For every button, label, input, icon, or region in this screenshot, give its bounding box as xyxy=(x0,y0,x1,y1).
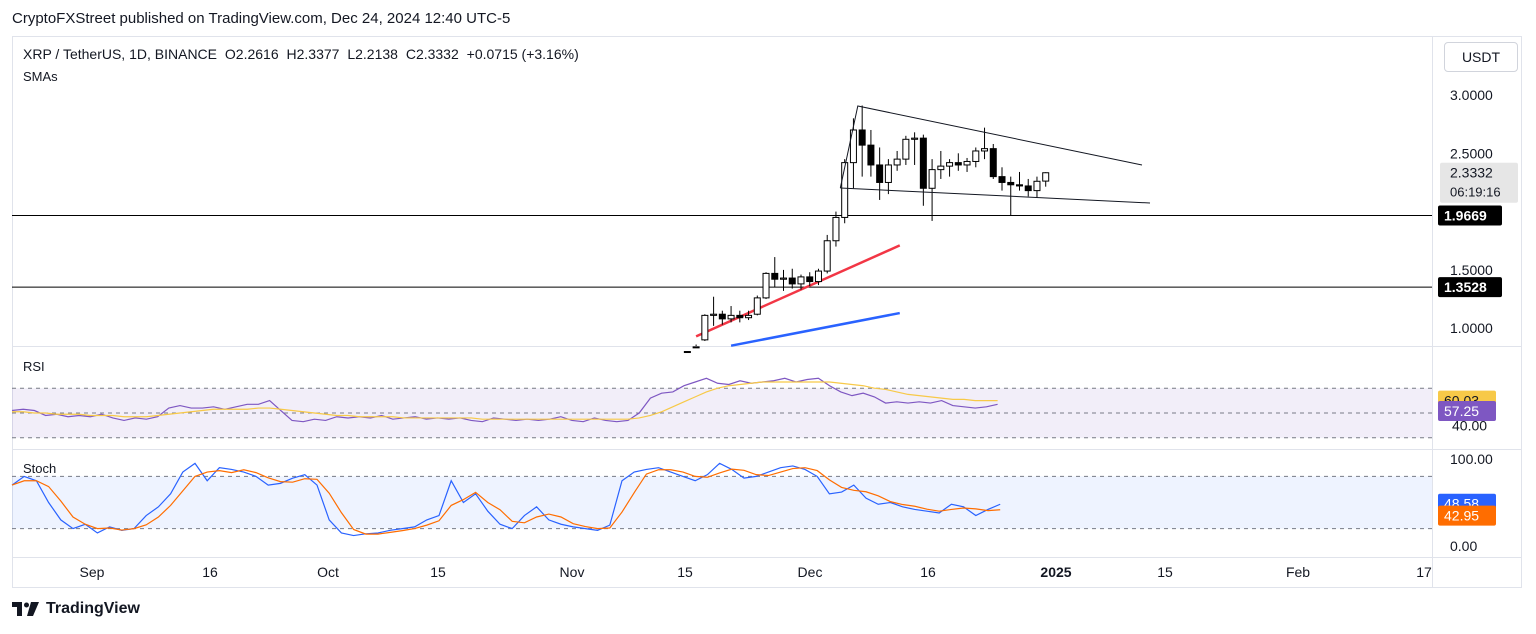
stoch-k-line xyxy=(11,462,1001,537)
time-axis-label: 2025 xyxy=(1040,564,1071,580)
support-level-label: 1.9669 xyxy=(1444,207,1487,223)
rsi-axis-tick-label: 40.00 xyxy=(1452,417,1487,433)
legend-change: +0.0715 (+3.16%) xyxy=(466,46,579,62)
candle-body xyxy=(849,129,857,164)
candle-body xyxy=(718,313,726,320)
candle-body xyxy=(780,277,788,280)
candle-body xyxy=(762,272,770,299)
stoch-d-line xyxy=(11,467,1001,535)
candle-body xyxy=(701,314,709,341)
price-axis-tick-label: 2.5000 xyxy=(1450,145,1493,161)
candle-body xyxy=(692,346,700,349)
candle-body xyxy=(867,144,875,166)
time-axis-label: 16 xyxy=(920,564,936,580)
symbol-legend: XRP / TetherUS, 1D, BINANCE O2.2616 H2.3… xyxy=(23,46,583,62)
candle-body xyxy=(998,176,1006,183)
legend-high: H2.3377 xyxy=(286,46,340,62)
time-axis-label: Sep xyxy=(80,564,105,580)
stoch-axis-tick-label: 0.00 xyxy=(1450,538,1477,554)
candle-body xyxy=(1007,181,1015,186)
wedge-lower-trendline xyxy=(840,187,1151,204)
sma-red-line xyxy=(695,244,901,338)
stoch-d-value-label: 42.95 xyxy=(1444,508,1479,524)
support-level-label: 1.3528 xyxy=(1444,279,1487,295)
candle-body xyxy=(1033,180,1041,192)
candle-body xyxy=(858,129,866,146)
legend-symbol[interactable]: XRP / TetherUS, 1D, BINANCE xyxy=(23,46,217,62)
candle-body xyxy=(753,297,761,315)
time-axis-label: 15 xyxy=(677,564,693,580)
time-axis-label: 15 xyxy=(1157,564,1173,580)
legend-low: L2.2138 xyxy=(347,46,398,62)
legend-close: C2.3332 xyxy=(405,46,459,62)
candle-body xyxy=(911,137,919,140)
candle-body xyxy=(797,276,805,285)
candles-group xyxy=(683,105,1050,354)
stoch-d-tag xyxy=(1438,505,1496,526)
rsi-band-fill xyxy=(12,388,1432,438)
candle-body xyxy=(902,138,910,160)
footer-brand: TradingView xyxy=(12,600,140,618)
candle-body xyxy=(710,313,718,316)
candle-body xyxy=(989,148,997,178)
candle-body xyxy=(745,314,753,319)
publisher-line: CryptoFXStreet published on TradingView.… xyxy=(12,10,511,27)
stoch-pane-label[interactable]: Stoch xyxy=(23,461,57,476)
legend-open: O2.2616 xyxy=(224,46,279,62)
candle-body xyxy=(832,216,840,242)
candle-body xyxy=(841,162,849,218)
candle-body xyxy=(736,314,744,319)
support-level-tag xyxy=(1438,205,1502,226)
candle-body xyxy=(771,272,779,280)
candle-body xyxy=(788,277,796,285)
bar-countdown-label: 06:19:16 xyxy=(1450,185,1501,200)
candle-body xyxy=(1015,184,1023,187)
time-axis-label: 16 xyxy=(202,564,218,580)
tradingview-logo-icon xyxy=(12,602,39,616)
time-axis-label: Feb xyxy=(1286,564,1310,580)
candle-body xyxy=(981,148,989,152)
footer-brand-text: TradingView xyxy=(46,600,140,617)
candle-body xyxy=(972,150,980,162)
candle-body xyxy=(937,165,945,171)
rsi-pane-label[interactable]: RSI xyxy=(23,359,45,374)
price-axis-tick-label: 1.5000 xyxy=(1450,262,1493,278)
candle-body xyxy=(806,276,814,283)
candle-body xyxy=(963,160,971,166)
candle-body xyxy=(823,240,831,272)
candle-body xyxy=(884,164,892,183)
candle-body xyxy=(1024,185,1032,192)
candle-body xyxy=(928,169,936,189)
candle-body xyxy=(946,162,954,167)
rsi-ma-line xyxy=(12,381,998,420)
last-price-tag xyxy=(1440,162,1518,203)
candle-body xyxy=(683,351,691,354)
candle-body xyxy=(727,314,735,320)
wedge-upper-trendline xyxy=(839,105,1143,189)
sma-blue-line xyxy=(730,311,900,347)
candle-body xyxy=(1042,172,1050,182)
candle-body xyxy=(876,164,884,183)
rsi-value-tag xyxy=(1438,401,1496,422)
stoch-band-fill xyxy=(12,476,1432,529)
time-axis-label: 17 xyxy=(1416,564,1432,580)
time-axis-label: Dec xyxy=(798,564,823,580)
time-axis-label: Nov xyxy=(560,564,585,580)
time-axis-label: 15 xyxy=(430,564,446,580)
candle-body xyxy=(893,158,901,166)
currency-button[interactable]: USDT xyxy=(1444,42,1518,72)
candle-body xyxy=(919,137,927,189)
rsi-value-label: 57.25 xyxy=(1444,403,1479,419)
price-axis-tick-label: 1.0000 xyxy=(1450,320,1493,336)
last-price-label: 2.3332 xyxy=(1450,165,1493,181)
chart-frame xyxy=(12,36,1522,588)
support-level-tag xyxy=(1438,277,1502,298)
sma-indicator-label[interactable]: SMAs xyxy=(23,69,58,84)
stoch-axis-tick-label: 100.00 xyxy=(1450,451,1493,467)
candle-body xyxy=(814,270,822,283)
time-axis-label: Oct xyxy=(317,564,339,580)
candle-body xyxy=(954,162,962,166)
price-axis-tick-label: 3.0000 xyxy=(1450,87,1493,103)
